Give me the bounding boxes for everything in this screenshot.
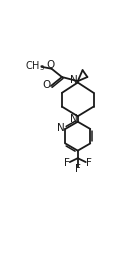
Text: F: F	[64, 158, 70, 168]
Text: N: N	[70, 75, 78, 85]
Text: O: O	[42, 80, 50, 90]
Text: N: N	[57, 123, 65, 133]
Text: F: F	[75, 165, 81, 174]
Text: N: N	[70, 114, 78, 124]
Text: CH$_3$: CH$_3$	[25, 59, 45, 73]
Text: F: F	[86, 158, 92, 168]
Text: O: O	[47, 60, 55, 70]
